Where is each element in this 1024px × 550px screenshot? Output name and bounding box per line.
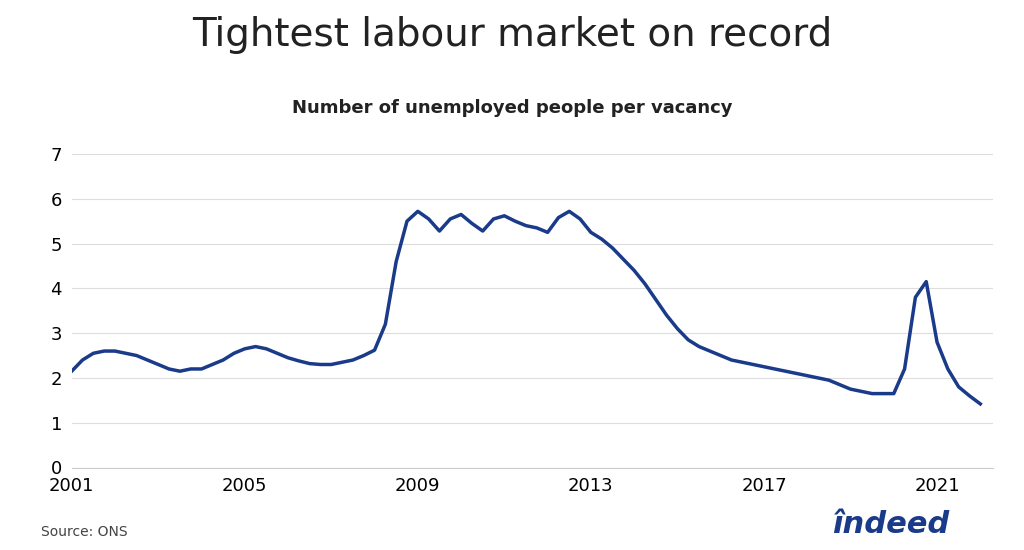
Text: îndeed: îndeed (833, 510, 949, 539)
Text: Number of unemployed people per vacancy: Number of unemployed people per vacancy (292, 99, 732, 117)
Text: Source: ONS: Source: ONS (41, 525, 128, 539)
Text: Tightest labour market on record: Tightest labour market on record (191, 16, 833, 54)
